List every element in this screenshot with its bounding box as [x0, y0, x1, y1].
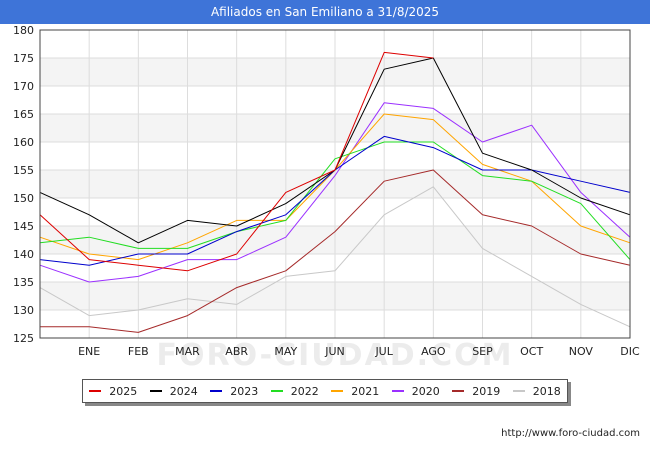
- x-tick-label: ENE: [78, 345, 100, 358]
- legend-label: 2020: [411, 384, 440, 398]
- x-tick-label: SEP: [472, 345, 493, 358]
- legend-swatch: [210, 390, 223, 392]
- legend-swatch: [512, 390, 525, 392]
- y-tick-label: 135: [13, 276, 34, 289]
- chart-title: Afiliados en San Emiliano a 31/8/2025: [0, 0, 650, 24]
- watermark: FORO-CIUDAD.COM: [157, 338, 514, 373]
- x-tick-label: AGO: [421, 345, 446, 358]
- x-tick-label: MAR: [175, 345, 200, 358]
- legend-label: 2022: [290, 384, 319, 398]
- legend-label: 2024: [169, 384, 198, 398]
- x-tick-label: ABR: [225, 345, 248, 358]
- x-tick-label: JUL: [374, 345, 393, 358]
- x-tick-label: JUN: [324, 345, 345, 358]
- legend-label: 2025: [109, 384, 138, 398]
- legend-item-2025: 2025: [89, 385, 137, 398]
- x-tick-label: NOV: [569, 345, 594, 358]
- legend-label: 2021: [351, 384, 380, 398]
- y-tick-label: 125: [13, 332, 34, 345]
- legend-label: 2018: [532, 384, 561, 398]
- legend-swatch: [270, 390, 283, 392]
- legend-item-2021: 2021: [331, 385, 379, 398]
- legend-swatch: [89, 390, 102, 392]
- series-line-2020: [39, 102, 631, 283]
- legend-item-2018: 2018: [512, 384, 561, 398]
- legend-label: 2023: [230, 384, 259, 398]
- series-line-2025: [39, 51, 434, 272]
- series-line-2018: [39, 186, 631, 328]
- series-line-2022: [39, 141, 631, 260]
- y-tick-label: 165: [13, 108, 34, 121]
- plot-frame: [39, 29, 631, 339]
- legend-swatch: [149, 390, 162, 392]
- y-tick-label: 180: [13, 24, 34, 37]
- x-tick-label: DIC: [620, 345, 640, 358]
- y-tick-label: 170: [13, 80, 34, 93]
- y-tick-label: 160: [13, 136, 34, 149]
- y-tick-label: 140: [13, 248, 34, 261]
- x-tick-label: FEB: [128, 345, 149, 358]
- legend-item-2024: 2024: [149, 384, 198, 398]
- y-tick-label: 155: [13, 164, 34, 177]
- series-line-2019: [40, 169, 631, 333]
- y-tick-label: 130: [13, 304, 34, 317]
- legend-item-2020: 2020: [391, 384, 440, 398]
- legend-label: 2019: [472, 384, 501, 398]
- y-tick-label: 150: [13, 192, 34, 205]
- legend: 2025 2024 2023 2022 2021 2020 2019 2018: [82, 379, 568, 403]
- y-tick-label: 175: [13, 52, 34, 65]
- legend-swatch: [331, 390, 344, 392]
- source-url[interactable]: http://www.foro-ciudad.com: [501, 428, 640, 439]
- legend-item-2022: 2022: [270, 384, 319, 398]
- legend-swatch: [452, 390, 465, 392]
- legend-item-2023: 2023: [210, 385, 258, 398]
- x-tick-label: OCT: [520, 345, 543, 358]
- legend-swatch: [391, 390, 404, 392]
- x-tick-label: MAY: [274, 345, 297, 358]
- legend-item-2019: 2019: [452, 385, 500, 398]
- y-tick-label: 145: [13, 220, 34, 233]
